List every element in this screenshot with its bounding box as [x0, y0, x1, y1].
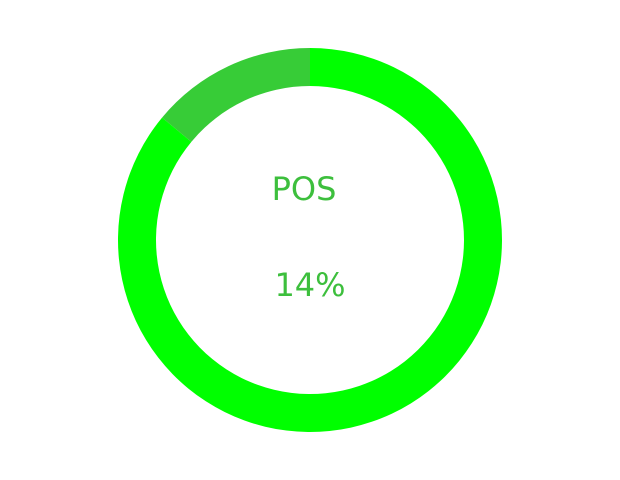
center-value: 14% [274, 266, 345, 304]
donut-slice-0 [162, 48, 310, 142]
donut-slices [118, 48, 503, 432]
center-label: POS [272, 170, 337, 208]
